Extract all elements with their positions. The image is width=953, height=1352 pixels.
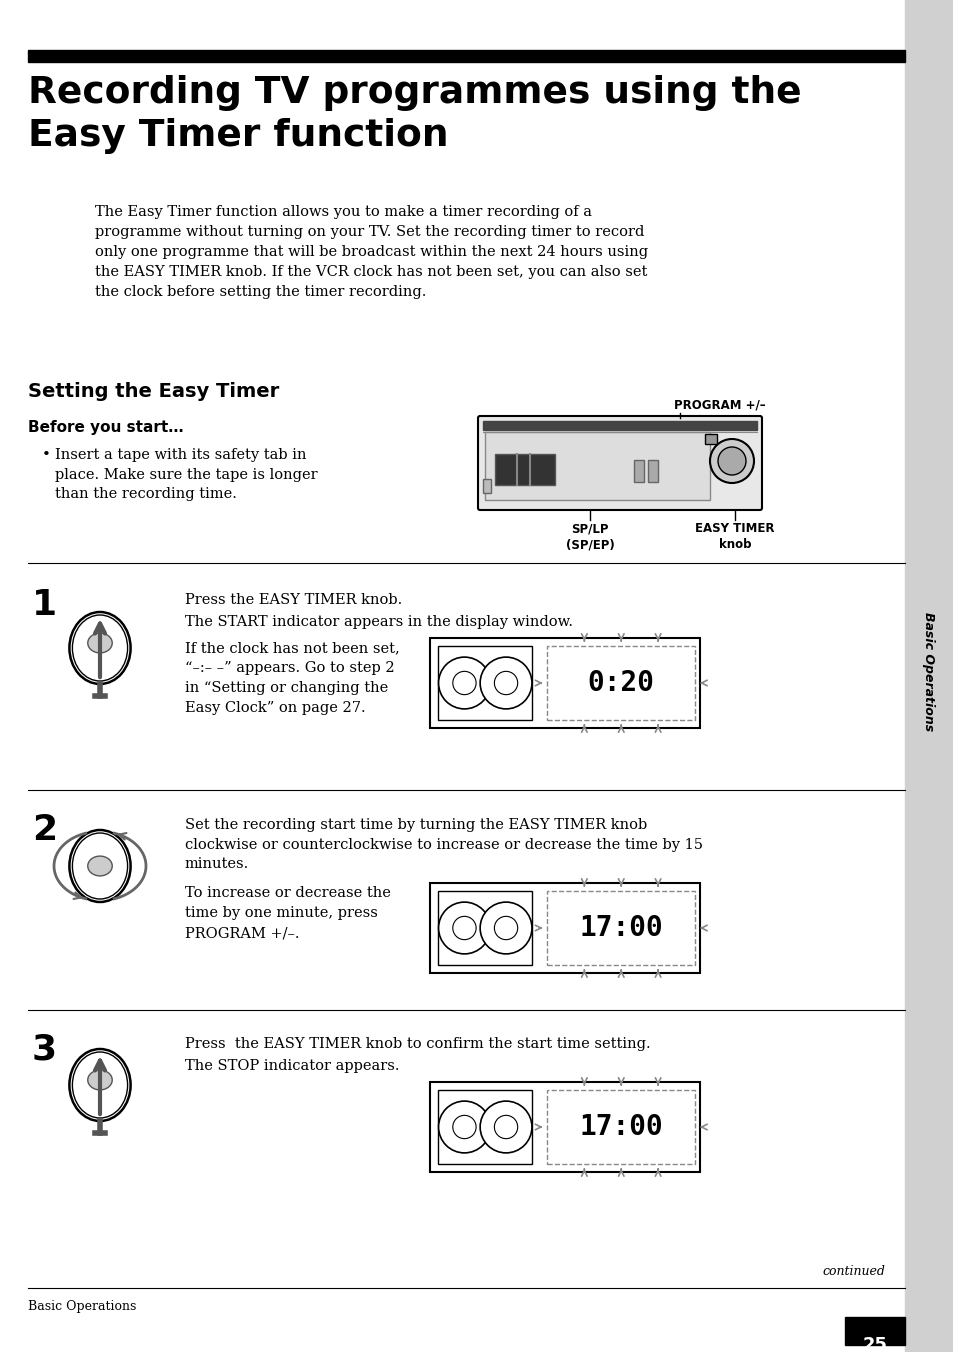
Circle shape xyxy=(718,448,745,475)
Text: Press  the EASY TIMER knob to confirm the start time setting.: Press the EASY TIMER knob to confirm the… xyxy=(185,1037,650,1051)
Text: SP/LP
(SP/EP): SP/LP (SP/EP) xyxy=(565,522,614,552)
Bar xyxy=(634,460,643,483)
Bar xyxy=(484,433,709,500)
Bar xyxy=(430,883,700,973)
Bar xyxy=(647,460,658,483)
Ellipse shape xyxy=(88,633,112,653)
Text: EASY TIMER
knob: EASY TIMER knob xyxy=(695,522,774,552)
Text: Press the EASY TIMER knob.: Press the EASY TIMER knob. xyxy=(185,594,402,607)
Bar xyxy=(904,0,953,1352)
Text: The START indicator appears in the display window.: The START indicator appears in the displ… xyxy=(185,615,573,629)
Circle shape xyxy=(438,657,490,708)
Bar xyxy=(547,646,695,721)
Bar xyxy=(437,1090,532,1164)
Bar xyxy=(482,479,491,493)
Text: 3: 3 xyxy=(32,1032,57,1065)
Text: 2: 2 xyxy=(32,813,57,846)
Ellipse shape xyxy=(72,615,128,681)
Bar xyxy=(844,1317,904,1345)
Text: •: • xyxy=(42,448,51,462)
Text: The STOP indicator appears.: The STOP indicator appears. xyxy=(185,1059,399,1073)
Text: 17:00: 17:00 xyxy=(578,914,662,942)
Text: Basic Operations: Basic Operations xyxy=(922,612,935,731)
Text: Set the recording start time by turning the EASY TIMER knob
clockwise or counter: Set the recording start time by turning … xyxy=(185,818,702,871)
Ellipse shape xyxy=(70,612,131,684)
Circle shape xyxy=(494,672,517,695)
Ellipse shape xyxy=(72,1052,128,1118)
Text: If the clock has not been set,
“–:– –” appears. Go to step 2
in “Setting or chan: If the clock has not been set, “–:– –” a… xyxy=(185,641,399,715)
Circle shape xyxy=(709,439,753,483)
Circle shape xyxy=(438,902,490,955)
Ellipse shape xyxy=(70,830,131,902)
Text: continued: continued xyxy=(821,1265,884,1278)
Text: Basic Operations: Basic Operations xyxy=(28,1301,136,1313)
Circle shape xyxy=(438,1101,490,1153)
Circle shape xyxy=(453,917,476,940)
Text: 0:20: 0:20 xyxy=(587,669,654,698)
Circle shape xyxy=(494,917,517,940)
Ellipse shape xyxy=(88,856,112,876)
Circle shape xyxy=(479,657,532,708)
Text: PROGRAM +/–: PROGRAM +/– xyxy=(674,397,765,411)
Text: To increase or decrease the
time by one minute, press
PROGRAM +/–.: To increase or decrease the time by one … xyxy=(185,886,391,940)
Circle shape xyxy=(453,1115,476,1138)
Bar xyxy=(495,453,555,485)
Bar xyxy=(547,891,695,965)
Bar xyxy=(704,434,717,443)
Text: 17:00: 17:00 xyxy=(578,1113,662,1141)
Text: Setting the Easy Timer: Setting the Easy Timer xyxy=(28,383,279,402)
Bar xyxy=(430,638,700,727)
Text: The Easy Timer function allows you to make a timer recording of a
programme with: The Easy Timer function allows you to ma… xyxy=(95,206,647,299)
Ellipse shape xyxy=(72,833,128,899)
Bar xyxy=(28,50,904,62)
FancyBboxPatch shape xyxy=(477,416,761,510)
Circle shape xyxy=(494,1115,517,1138)
Bar xyxy=(430,1082,700,1172)
Text: Insert a tape with its safety tab in
place. Make sure the tape is longer
than th: Insert a tape with its safety tab in pla… xyxy=(55,448,317,502)
Text: 1: 1 xyxy=(32,588,57,622)
Text: Recording TV programmes using the
Easy Timer function: Recording TV programmes using the Easy T… xyxy=(28,74,801,154)
Ellipse shape xyxy=(70,1049,131,1121)
Bar xyxy=(482,420,757,430)
Bar xyxy=(437,891,532,965)
Ellipse shape xyxy=(88,1069,112,1090)
Bar xyxy=(547,1090,695,1164)
Circle shape xyxy=(479,1101,532,1153)
Circle shape xyxy=(453,672,476,695)
Text: 25: 25 xyxy=(862,1336,886,1352)
Bar xyxy=(437,646,532,721)
Text: Before you start…: Before you start… xyxy=(28,420,183,435)
Circle shape xyxy=(479,902,532,955)
